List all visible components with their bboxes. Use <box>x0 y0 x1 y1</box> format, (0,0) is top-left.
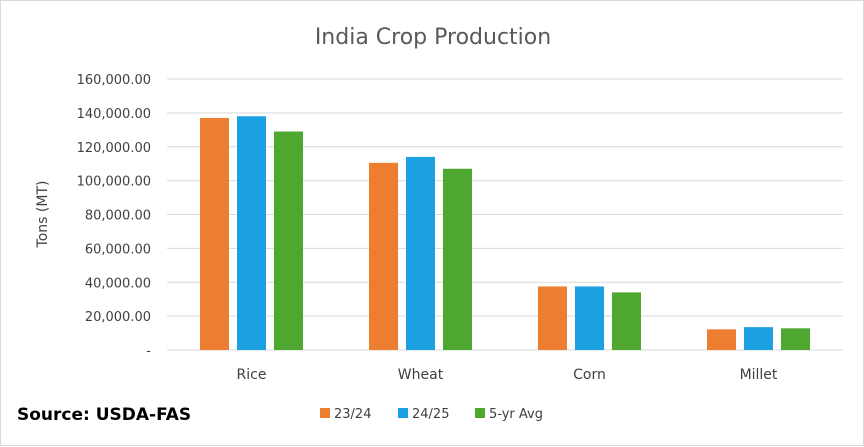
gridlines <box>167 78 843 351</box>
bar-wheat-2 <box>443 168 472 350</box>
legend-label: 5-yr Avg <box>489 407 543 422</box>
bars <box>200 116 810 350</box>
y-tick-label: 120,000.00 <box>77 141 151 156</box>
y-tick-label: 140,000.00 <box>77 107 151 122</box>
bar-corn-0 <box>538 286 567 350</box>
y-tick-label: 80,000.00 <box>85 209 151 224</box>
bar-millet-0 <box>707 329 736 350</box>
bar-millet-1 <box>744 327 773 350</box>
legend-swatch <box>475 408 485 418</box>
bar-rice-0 <box>200 117 229 350</box>
chart-title: India Crop Production <box>315 25 551 50</box>
legend-swatch <box>320 408 330 418</box>
bar-corn-2 <box>612 292 641 350</box>
y-tick-label: 100,000.00 <box>77 175 151 190</box>
x-category-label: Wheat <box>398 367 444 383</box>
y-tick-label: 60,000.00 <box>85 242 151 257</box>
legend-label: 23/24 <box>334 407 371 422</box>
source-note: Source: USDA-FAS <box>17 405 191 425</box>
bar-millet-2 <box>781 328 810 350</box>
bar-rice-1 <box>237 116 266 350</box>
legend-swatch <box>398 408 408 418</box>
y-axis-ticks: - 20,000.00 40,000.00 60,000.00 80,000.00 100… <box>77 73 152 359</box>
legend-label: 24/25 <box>412 407 449 422</box>
y-tick-label: 160,000.00 <box>77 73 151 88</box>
y-tick-label: 20,000.00 <box>85 310 151 325</box>
x-category-label: Corn <box>573 367 606 383</box>
x-category-label: Millet <box>740 367 778 383</box>
x-category-label: Rice <box>237 367 267 383</box>
bar-corn-1 <box>575 286 604 350</box>
y-tick-label: - <box>146 344 151 359</box>
x-axis-categories: Rice Wheat Corn Millet <box>237 367 778 383</box>
bar-rice-2 <box>274 131 303 350</box>
legend: 23/24 24/25 5-yr Avg <box>320 407 543 422</box>
bar-wheat-1 <box>406 156 435 350</box>
bar-wheat-0 <box>369 162 398 350</box>
y-tick-label: 40,000.00 <box>85 276 151 291</box>
y-axis-label: Tons (MT) <box>35 181 51 249</box>
